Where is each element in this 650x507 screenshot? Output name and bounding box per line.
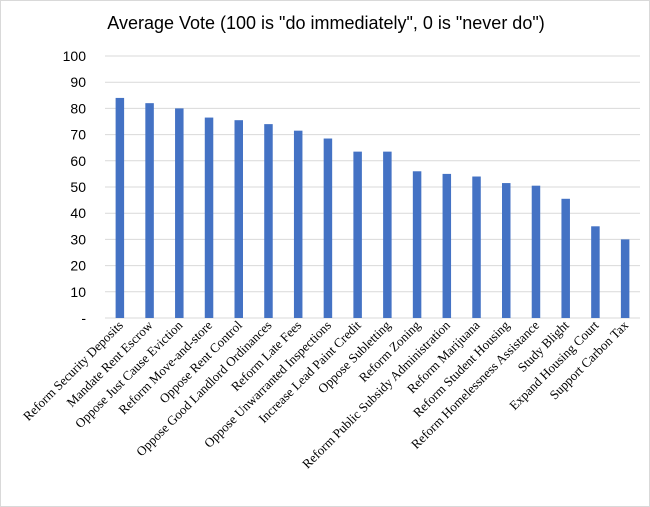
y-tick-label: 80: [70, 100, 86, 116]
y-tick-label: 10: [70, 284, 86, 300]
y-tick-label: 90: [70, 74, 86, 90]
bar: [145, 103, 154, 318]
bar: [531, 185, 541, 318]
bar: [264, 124, 273, 319]
chart-title: Average Vote (100 is "do immediately", 0…: [107, 13, 545, 33]
bar: [234, 120, 243, 318]
bar: [591, 226, 600, 318]
bar: [204, 117, 214, 318]
bar: [561, 198, 570, 318]
bar: [472, 176, 481, 318]
bar: [620, 239, 630, 318]
bar: [353, 151, 362, 318]
y-tick-label: 40: [70, 205, 86, 221]
y-tick-label: 100: [63, 48, 87, 64]
y-tick-label: 50: [70, 179, 86, 195]
bar: [502, 183, 511, 318]
bar: [323, 138, 333, 318]
bar: [115, 97, 125, 318]
y-tick-label: 60: [70, 153, 86, 169]
bar: [175, 108, 184, 319]
bar: [293, 130, 303, 318]
y-tick-label: 70: [70, 127, 86, 143]
bar: [412, 171, 422, 318]
y-tick-label: -: [81, 310, 86, 326]
y-tick-label: 20: [70, 258, 86, 274]
bar: [383, 151, 392, 318]
bar: [442, 173, 452, 318]
y-tick-label: 30: [70, 231, 86, 247]
